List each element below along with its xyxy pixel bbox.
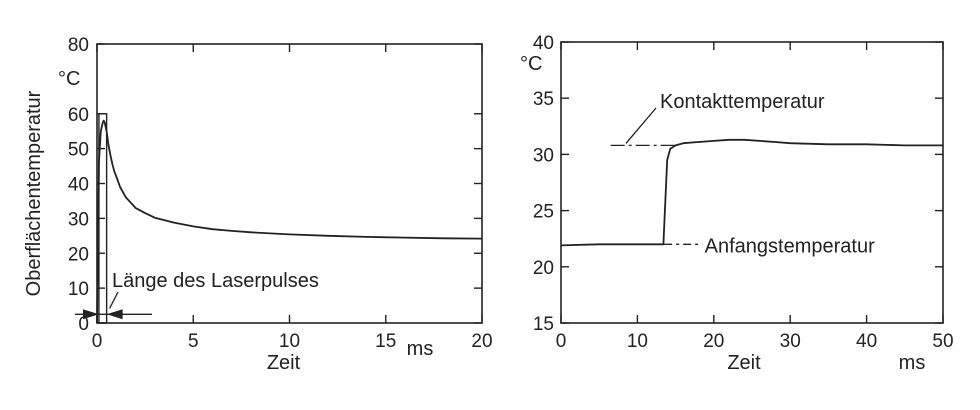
right-y-tick-label: 30	[533, 145, 554, 166]
right-x-axis-label: Zeit	[727, 352, 761, 374]
left-y-tick-label: 0	[78, 314, 89, 335]
left-x-tick-label: 5	[188, 331, 199, 352]
left-y-tick-label: 50	[68, 140, 89, 161]
left-x-tick-label: 20	[471, 331, 492, 352]
left-y-axis-label: Oberflächentemperatur	[23, 90, 45, 296]
pulse-arrow-head-right	[106, 309, 123, 320]
right-chart: 15 20 25 30 35 40 0 10 20 30 40 50 °C Zeit ms Kontaktte…	[520, 33, 954, 374]
right-y-tick-label: 35	[533, 89, 554, 110]
pulse-annotation-leader	[109, 291, 119, 309]
right-series-line	[560, 138, 943, 247]
left-y-tick-label: 60	[68, 105, 89, 126]
pulse-annotation-label: Länge des Laserpulses	[112, 270, 319, 292]
left-chart: 0 10 20 30 40 50 60 80 0 5 10 15 20 Oberflächentemper…	[23, 35, 493, 374]
right-x-tick-label: 10	[627, 331, 648, 352]
left-series-line	[96, 119, 483, 324]
right-y-tick-label: 25	[533, 202, 554, 223]
initial-temp-label: Anfangstemperatur	[705, 235, 875, 257]
right-x-unit: ms	[899, 352, 926, 374]
right-y-tick-label: 40	[533, 33, 554, 54]
right-y-unit: °C	[520, 53, 542, 75]
right-plot-frame	[560, 41, 944, 324]
laser-pulse-bar	[98, 113, 108, 324]
right-x-tick-label: 40	[856, 331, 877, 352]
left-x-tick-label: 10	[279, 331, 300, 352]
contact-temp-leader	[625, 107, 657, 144]
right-x-tick-label: 30	[780, 331, 801, 352]
right-y-tick-label: 20	[533, 258, 554, 279]
left-y-tick-label: 20	[68, 244, 89, 265]
pulse-arrow-head-left	[82, 309, 99, 320]
left-x-axis-label: Zeit	[267, 352, 301, 374]
left-x-unit: ms	[407, 338, 434, 360]
left-y-tick-label: 30	[68, 209, 89, 230]
left-x-tick-label: 15	[375, 331, 396, 352]
left-y-tick-label: 40	[68, 175, 89, 196]
right-x-tick-label: 50	[932, 331, 953, 352]
left-y-tick-label: 80	[68, 35, 89, 56]
left-y-unit: °C	[58, 68, 80, 90]
left-y-tick-label: 10	[68, 279, 89, 300]
contact-temp-label: Kontakttemperatur	[660, 91, 825, 113]
right-y-tick-label: 15	[533, 314, 554, 335]
right-x-tick-label: 0	[556, 331, 567, 352]
right-x-tick-label: 20	[703, 331, 724, 352]
left-x-tick-label: 0	[92, 331, 103, 352]
